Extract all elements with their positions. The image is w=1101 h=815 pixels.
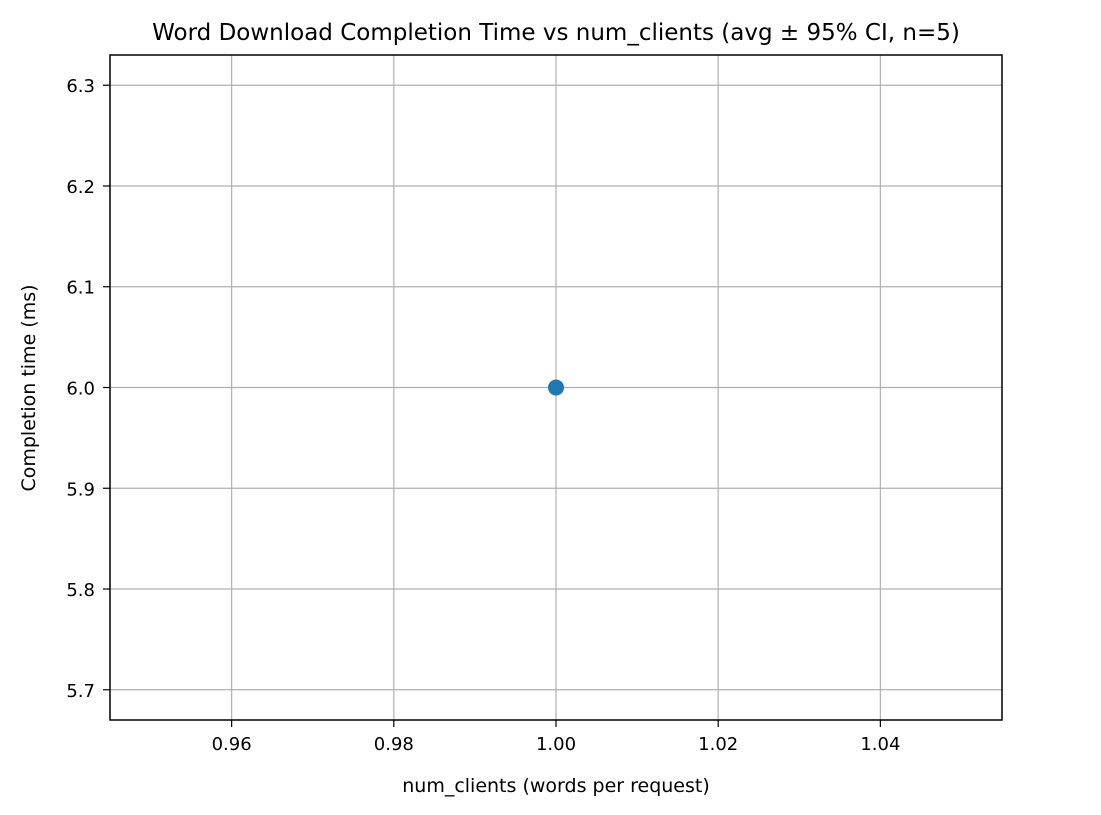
x-tick-label: 1.04 [860, 734, 900, 755]
y-tick-label: 6.1 [66, 278, 95, 299]
x-axis-label: num_clients (words per request) [402, 775, 710, 797]
y-tick-label: 5.9 [66, 479, 95, 500]
y-axis: 5.7 5.8 5.9 6.0 6.1 6.2 6.3 [66, 76, 110, 702]
data-points [548, 379, 564, 396]
y-axis-label: Completion time (ms) [18, 284, 40, 491]
chart-title: Word Download Completion Time vs num_cli… [152, 20, 960, 46]
y-tick-label: 6.0 [66, 379, 95, 400]
x-axis: 0.96 0.98 1.00 1.02 1.04 [212, 720, 900, 755]
x-tick-label: 0.98 [374, 734, 414, 755]
y-tick-label: 6.2 [66, 177, 95, 198]
x-tick-label: 1.02 [698, 734, 738, 755]
data-point [548, 379, 564, 396]
y-tick-label: 5.8 [66, 580, 95, 601]
x-tick-label: 1.00 [536, 734, 576, 755]
x-tick-label: 0.96 [212, 734, 252, 755]
y-tick-label: 6.3 [66, 76, 95, 97]
y-tick-label: 5.7 [66, 681, 95, 702]
